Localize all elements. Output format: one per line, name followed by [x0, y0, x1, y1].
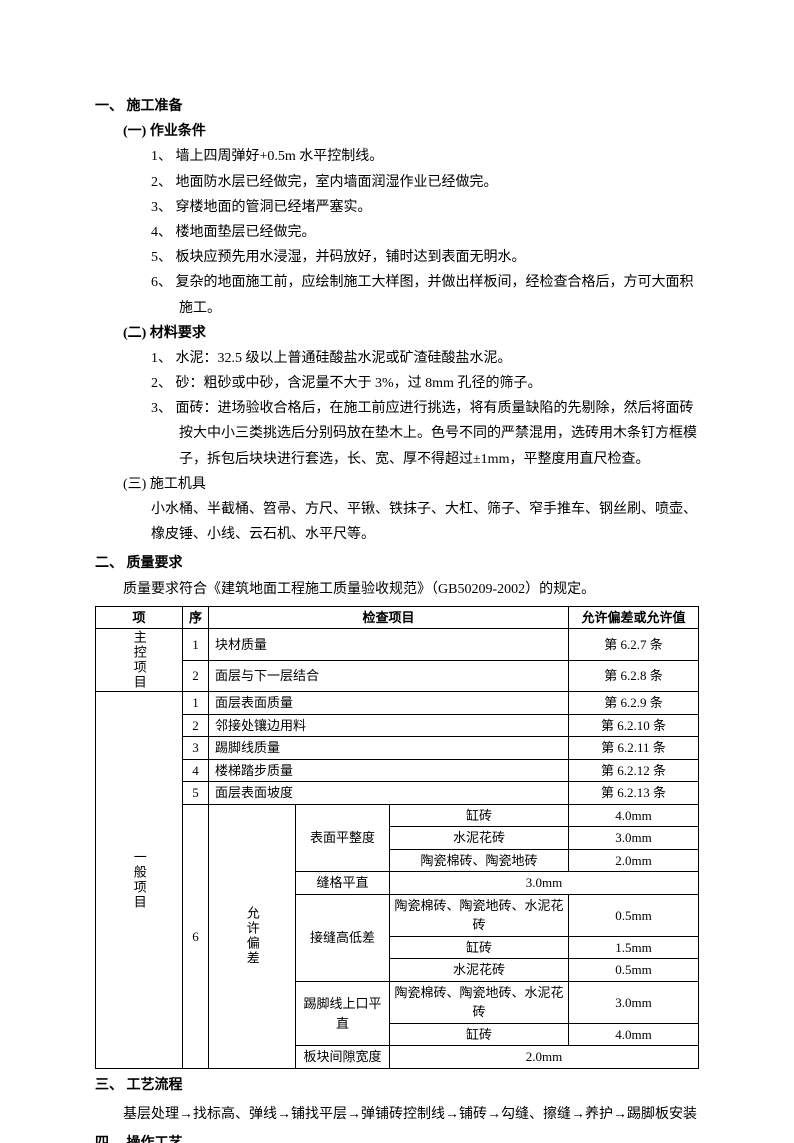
s1-2-item: 2、 砂：粗砂或中砂，含泥量不大于 3%，过 8mm 孔径的筛子。: [151, 371, 699, 396]
subsection-1-2-title: (二) 材料要求: [123, 321, 699, 346]
s1-1-item: 6、 复杂的地面施工前，应绘制施工大样图，并做出样板间，经检查合格后，方可大面积…: [151, 270, 699, 320]
main-control-label: 主控项目: [96, 629, 183, 692]
subsection-1-1-title: (一) 作业条件: [123, 119, 699, 144]
cell-val: 4.0mm: [569, 804, 699, 827]
general-label: 一般项目: [96, 692, 183, 1069]
section-3-title: 三、 工艺流程: [95, 1073, 699, 1098]
cell-sublabel: 表面平整度: [296, 804, 390, 872]
cell-val: 第 6.2.11 条: [569, 737, 699, 760]
cell-val: 第 6.2.9 条: [569, 692, 699, 715]
cell-mat: 缸砖: [390, 1023, 569, 1046]
cell-item: 面层表面质量: [209, 692, 569, 715]
cell-seq: 3: [183, 737, 209, 760]
cell-seq: 1: [183, 629, 209, 661]
cell-item: 块材质量: [209, 629, 569, 661]
cell-item: 面层与下一层结合: [209, 660, 569, 692]
tolerance-label: 允许偏差: [209, 804, 296, 1068]
cell-mat: 陶瓷棉砖、陶瓷地砖、水泥花砖: [390, 894, 569, 936]
cell-item: 楼梯踏步质量: [209, 759, 569, 782]
cell-val: 0.5mm: [569, 894, 699, 936]
section-2-title: 二、 质量要求: [95, 551, 699, 576]
s1-3-body: 小水桶、半截桶、笤帚、方尺、平锹、铁抹子、大杠、筛子、窄手推车、钢丝刷、喷壶、橡…: [151, 497, 699, 547]
cell-val: 0.5mm: [569, 959, 699, 982]
section-1-title: 一、 施工准备: [95, 94, 699, 119]
s1-2-item: 3、 面砖：进场验收合格后，在施工前应进行挑选，将有质量缺陷的先剔除，然后将面砖…: [151, 396, 699, 472]
s1-1-item: 1、 墙上四周弹好+0.5m 水平控制线。: [151, 144, 699, 169]
cell-seq: 4: [183, 759, 209, 782]
th-val: 允许偏差或允许值: [569, 606, 699, 629]
s1-2-item: 1、 水泥：32.5 级以上普通硅酸盐水泥或矿渣硅酸盐水泥。: [151, 346, 699, 371]
table-row: 6 允许偏差 表面平整度 缸砖 4.0mm: [96, 804, 699, 827]
table-row: 4 楼梯踏步质量 第 6.2.12 条: [96, 759, 699, 782]
table-row: 5 面层表面坡度 第 6.2.13 条: [96, 782, 699, 805]
cell-mat: 缸砖: [390, 804, 569, 827]
cell-val: 4.0mm: [569, 1023, 699, 1046]
cell-mat: 陶瓷棉砖、陶瓷地砖、水泥花砖: [390, 981, 569, 1023]
cell-val: 3.0mm: [390, 872, 699, 895]
cell-item: 面层表面坡度: [209, 782, 569, 805]
cell-mat: 水泥花砖: [390, 827, 569, 850]
s1-1-item: 5、 板块应预先用水浸湿，并码放好，铺时达到表面无明水。: [151, 245, 699, 270]
cell-val: 第 6.2.10 条: [569, 714, 699, 737]
cell-seq: 5: [183, 782, 209, 805]
cell-val: 1.5mm: [569, 936, 699, 959]
cell-val: 第 6.2.7 条: [569, 629, 699, 661]
s3-body: 基层处理→找标高、弹线→铺找平层→弹铺砖控制线→铺砖→勾缝、擦缝→养护→踢脚板安…: [95, 1102, 699, 1127]
s1-1-item: 3、 穿楼地面的管洞已经堵严塞实。: [151, 195, 699, 220]
table-row: 一般项目 1 面层表面质量 第 6.2.9 条: [96, 692, 699, 715]
cell-seq: 2: [183, 714, 209, 737]
cell-seq: 6: [183, 804, 209, 1068]
cell-val: 2.0mm: [390, 1046, 699, 1069]
cell-item: 邻接处镶边用料: [209, 714, 569, 737]
cell-val: 2.0mm: [569, 849, 699, 872]
cell-mat: 缸砖: [390, 936, 569, 959]
th-item: 检查项目: [209, 606, 569, 629]
section-2: 二、 质量要求 质量要求符合《建筑地面工程施工质量验收规范》（GB50209-2…: [95, 551, 699, 1068]
table-row: 3 踢脚线质量 第 6.2.11 条: [96, 737, 699, 760]
cell-seq: 1: [183, 692, 209, 715]
cell-val: 第 6.2.12 条: [569, 759, 699, 782]
cell-mat: 水泥花砖: [390, 959, 569, 982]
subsection-1-3-title: (三) 施工机具: [123, 472, 699, 497]
section-1: 一、 施工准备 (一) 作业条件 1、 墙上四周弹好+0.5m 水平控制线。 2…: [95, 94, 699, 547]
cell-val: 3.0mm: [569, 827, 699, 850]
table-header-row: 项 序 检查项目 允许偏差或允许值: [96, 606, 699, 629]
table-row: 2 面层与下一层结合 第 6.2.8 条: [96, 660, 699, 692]
table-row: 2 邻接处镶边用料 第 6.2.10 条: [96, 714, 699, 737]
s2-intro: 质量要求符合《建筑地面工程施工质量验收规范》（GB50209-2002）的规定。: [95, 577, 699, 602]
th-proj: 项: [96, 606, 183, 629]
cell-sublabel: 缝格平直: [296, 872, 390, 895]
cell-seq: 2: [183, 660, 209, 692]
cell-item: 踢脚线质量: [209, 737, 569, 760]
quality-table: 项 序 检查项目 允许偏差或允许值 主控项目 1 块材质量 第 6.2.7 条 …: [95, 606, 699, 1069]
cell-sublabel: 板块间隙宽度: [296, 1046, 390, 1069]
section-4-title: 四、 操作工艺: [95, 1131, 699, 1143]
cell-val: 第 6.2.13 条: [569, 782, 699, 805]
s1-1-item: 4、 楼地面垫层已经做完。: [151, 220, 699, 245]
section-4: 四、 操作工艺 (一) 基层处理、定标高: [95, 1131, 699, 1143]
th-seq: 序: [183, 606, 209, 629]
cell-val: 第 6.2.8 条: [569, 660, 699, 692]
s1-1-item: 2、 地面防水层已经做完，室内墙面润湿作业已经做完。: [151, 170, 699, 195]
cell-sublabel: 踢脚线上口平直: [296, 981, 390, 1046]
cell-val: 3.0mm: [569, 981, 699, 1023]
table-row: 主控项目 1 块材质量 第 6.2.7 条: [96, 629, 699, 661]
cell-sublabel: 接缝高低差: [296, 894, 390, 981]
section-3: 三、 工艺流程 基层处理→找标高、弹线→铺找平层→弹铺砖控制线→铺砖→勾缝、擦缝…: [95, 1073, 699, 1127]
cell-mat: 陶瓷棉砖、陶瓷地砖: [390, 849, 569, 872]
